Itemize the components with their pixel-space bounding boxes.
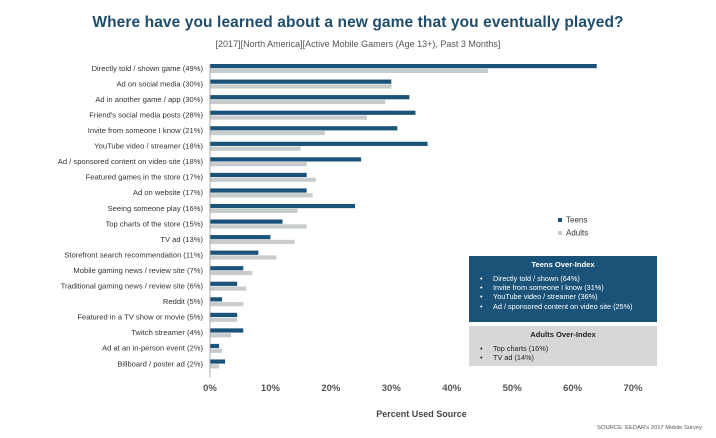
adults-box-item: TV ad (14%) bbox=[477, 353, 649, 362]
category-label: YouTube video / streamer (18%) bbox=[94, 142, 203, 151]
teens-bar bbox=[210, 172, 307, 178]
legend-label: Teens bbox=[566, 216, 587, 225]
teens-bar bbox=[210, 328, 244, 333]
teens-bar bbox=[210, 64, 597, 69]
x-tick-label: 40% bbox=[442, 383, 462, 394]
teens-bar bbox=[210, 281, 238, 286]
legend-swatch bbox=[558, 231, 562, 235]
teens-bar bbox=[210, 203, 356, 209]
x-tick-label: 70% bbox=[623, 383, 643, 394]
category-label: Ad on social media (30%) bbox=[116, 79, 203, 88]
adults-over-index-box: Adults Over-Index Top charts (16%) TV ad… bbox=[469, 326, 657, 366]
adults-bar bbox=[210, 177, 316, 182]
adults-bar bbox=[210, 239, 295, 245]
adults-bar bbox=[210, 115, 368, 120]
adults-box-title: Adults Over-Index bbox=[530, 330, 596, 339]
adults-bar bbox=[210, 255, 277, 260]
category-label: Directly told / shown game (49%) bbox=[92, 64, 204, 73]
x-tick-label: 60% bbox=[563, 383, 583, 394]
x-tick-label: 10% bbox=[261, 383, 281, 394]
teens-over-index-box: Teens Over-Index Directly told / shown (… bbox=[469, 256, 657, 322]
category-label: Billboard / poster ad (2%) bbox=[117, 359, 203, 368]
category-label: Twitch streamer (4%) bbox=[131, 328, 203, 337]
adults-bar bbox=[210, 348, 223, 353]
category-label: Featured in a TV show or movie (5%) bbox=[77, 313, 203, 322]
category-label: Friend's social media posts (28%) bbox=[89, 110, 203, 119]
adults-bar bbox=[210, 286, 247, 291]
category-label: Storefront search recommendation (11%) bbox=[64, 250, 203, 259]
adults-bar bbox=[210, 224, 307, 229]
teens-bar bbox=[210, 359, 226, 364]
teens-bar bbox=[210, 157, 362, 162]
category-label: Mobile gaming news / review site (7%) bbox=[73, 266, 203, 275]
adults-bar bbox=[210, 333, 232, 338]
teens-bar bbox=[210, 79, 392, 84]
source-note: SOURCE: EEDAR's 2017 Mobile Survey bbox=[597, 425, 702, 431]
legend-label: Adults bbox=[566, 229, 588, 238]
teens-box-item: Ad / sponsored content on video site (25… bbox=[477, 302, 649, 311]
x-tick-label: 20% bbox=[321, 383, 341, 394]
teens-bar bbox=[210, 188, 307, 193]
category-label: Ad at an in-person event (2%) bbox=[102, 344, 203, 353]
teens-bar bbox=[210, 343, 220, 349]
teens-bar bbox=[210, 266, 244, 271]
adults-box-item: Top charts (16%) bbox=[477, 344, 649, 353]
adults-box-list: Top charts (16%) TV ad (14%) bbox=[477, 344, 649, 363]
teens-box-item: YouTube video / streamer (36%) bbox=[477, 292, 649, 301]
category-label: Reddit (5%) bbox=[163, 297, 204, 306]
category-label: Ad / sponsored content on video site (18… bbox=[58, 157, 204, 166]
chart-title: Where have you learned about a new game … bbox=[92, 14, 624, 31]
adults-bar bbox=[210, 131, 325, 136]
category-label: Seeing someone play (16%) bbox=[108, 204, 204, 213]
x-tick-label: 30% bbox=[382, 383, 402, 394]
category-label: Invite from someone I know (21%) bbox=[88, 126, 204, 135]
teens-bar bbox=[210, 250, 259, 255]
x-tick-label: 50% bbox=[503, 383, 523, 394]
adults-bar bbox=[210, 317, 238, 322]
category-label: Ad in another game / app (30%) bbox=[95, 95, 203, 104]
adults-bar bbox=[210, 270, 253, 276]
teens-bar bbox=[210, 297, 223, 302]
category-label: TV ad (13%) bbox=[160, 235, 203, 244]
category-label: Featured games in the store (17%) bbox=[86, 173, 204, 182]
teens-box-title: Teens Over-Index bbox=[531, 260, 595, 269]
category-label: Ad on website (17%) bbox=[133, 188, 204, 197]
teens-box-item: Directly told / shown (64%) bbox=[477, 274, 649, 283]
adults-bar bbox=[210, 68, 488, 73]
adults-bar bbox=[210, 364, 220, 369]
x-axis-title: Percent Used Source bbox=[376, 409, 467, 419]
x-tick-label: 0% bbox=[203, 383, 217, 394]
teens-bar bbox=[210, 95, 410, 100]
teens-bar bbox=[210, 110, 416, 115]
legend-swatch bbox=[558, 218, 562, 222]
teens-box-item: Invite from someone I know (31%) bbox=[477, 283, 649, 292]
adults-bar bbox=[210, 84, 392, 89]
teens-bar bbox=[210, 126, 398, 131]
category-label: Traditional gaming news / review site (6… bbox=[61, 282, 204, 291]
teens-box-list: Directly told / shown (64%) Invite from … bbox=[477, 274, 649, 311]
adults-bar bbox=[210, 162, 307, 167]
adults-bar bbox=[210, 193, 313, 198]
chart-subtitle: [2017][North America][Active Mobile Game… bbox=[215, 39, 501, 49]
teens-bar bbox=[210, 235, 271, 240]
adults-bar bbox=[210, 99, 386, 105]
category-label: Top charts of the store (15%) bbox=[106, 219, 204, 228]
teens-bar bbox=[210, 219, 283, 224]
adults-bar bbox=[210, 208, 298, 213]
teens-bar bbox=[210, 141, 428, 146]
adults-bar bbox=[210, 146, 301, 151]
adults-bar bbox=[210, 302, 244, 307]
teens-bar bbox=[210, 312, 238, 317]
